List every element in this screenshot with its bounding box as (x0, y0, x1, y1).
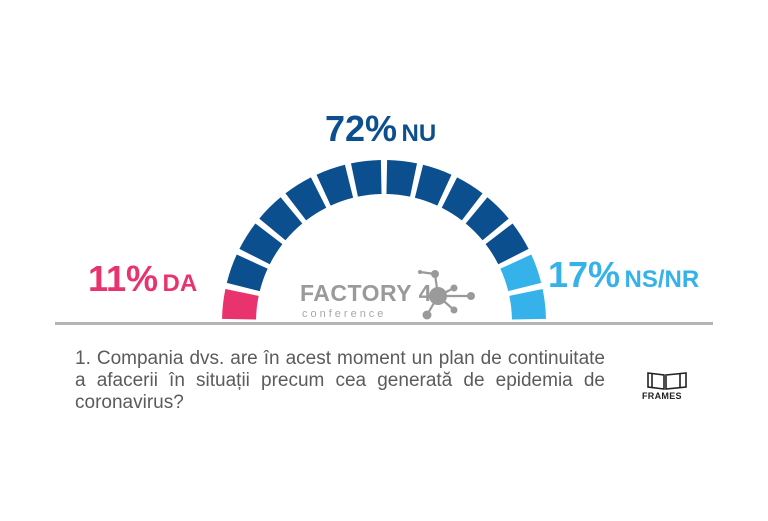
gauge-tile (485, 223, 529, 265)
gauge-tile (386, 160, 418, 197)
frames-logo: FRAMES (642, 371, 698, 407)
gauge-tile (465, 197, 509, 241)
gauge-tile (222, 288, 259, 320)
label-nu-percent: 72% (325, 108, 398, 149)
frames-logo-mark (647, 372, 687, 390)
label-da: 11% DA (88, 258, 197, 300)
baseline-divider (55, 322, 713, 325)
gauge-tile (509, 288, 546, 320)
gauge-tile (259, 197, 303, 241)
factory-logo-word: FACTORY 4 (300, 280, 432, 306)
gauge-tile (239, 223, 283, 265)
label-nu-category: NU (401, 120, 437, 147)
gauge-tile (285, 177, 327, 221)
gauge-tile (350, 160, 382, 197)
label-nsnr: 17% NS/NR (548, 254, 699, 296)
gauge-tile (441, 177, 483, 221)
gauge-tile (414, 164, 452, 206)
question-text: 1. Compania dvs. are în acest moment un … (75, 348, 605, 413)
label-nsnr-category: NS/NR (624, 266, 700, 293)
label-nu: 72% NU (325, 108, 436, 150)
factory-logo-sub: conference (302, 308, 387, 320)
molecule-icon (418, 270, 475, 320)
gauge-tile (226, 254, 268, 292)
gauge-tile (500, 254, 542, 292)
factory-logo: FACTORY 4 conference (300, 266, 486, 322)
frames-logo-word: FRAMES (642, 391, 682, 401)
label-da-percent: 11% (88, 258, 159, 299)
label-nsnr-percent: 17% (548, 254, 621, 295)
label-da-category: DA (162, 270, 198, 297)
gauge-tile (316, 164, 354, 206)
